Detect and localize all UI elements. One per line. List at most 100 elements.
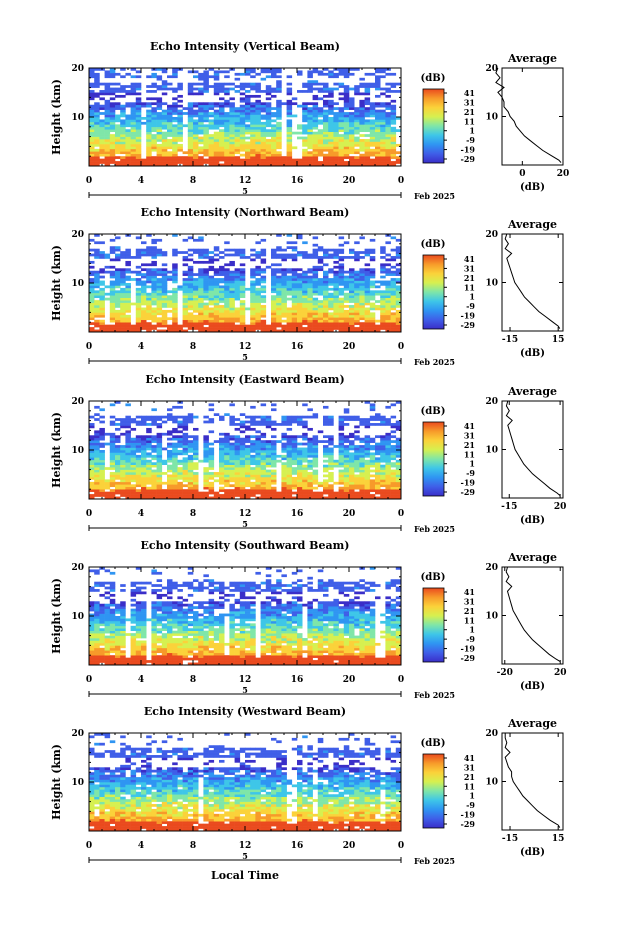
heatmap-cell (365, 482, 371, 485)
heatmap-cell (261, 142, 267, 145)
heatmap-cell (157, 418, 163, 421)
heatmap-cell (240, 320, 246, 323)
heatmap-cell (359, 317, 365, 320)
heatmap-cell (131, 484, 137, 487)
heatmap-cell (188, 312, 194, 315)
heatmap-cell (307, 465, 313, 468)
heatmap-cell (89, 249, 95, 252)
heatmap-cell (89, 285, 95, 288)
heatmap-cell (214, 295, 220, 298)
heatmap-cell (188, 161, 194, 164)
heatmap-cell (224, 112, 230, 115)
heatmap-cell (115, 438, 121, 441)
heatmap-cell (313, 460, 319, 463)
heatmap-cell (188, 115, 194, 118)
heatmap-cell (183, 293, 189, 296)
heatmap-cell (297, 273, 303, 276)
heatmap-cell (292, 327, 298, 330)
heatmap-cell (297, 254, 303, 257)
heatmap-cell (313, 325, 319, 328)
heatmap-cell (235, 124, 241, 127)
heatmap-cell (229, 112, 235, 115)
heatmap-cell (94, 271, 100, 274)
heatmap-cell (370, 457, 376, 460)
heatmap-cell (313, 477, 319, 480)
heatmap-cell (105, 161, 111, 164)
heatmap-cell (99, 489, 105, 492)
heatmap-cell (396, 83, 402, 86)
heatmap-cell (224, 327, 230, 330)
heatmap-cell (151, 142, 157, 145)
heatmap-cell (235, 435, 241, 438)
heatmap-cell (240, 115, 246, 118)
heatmap-cell (328, 489, 334, 492)
heatmap-cell (281, 470, 287, 473)
heatmap-cell (141, 293, 147, 296)
heatmap-cell (240, 426, 246, 429)
heatmap-cell (271, 443, 277, 446)
heatmap-cell (365, 83, 371, 86)
heatmap-cell (328, 100, 334, 103)
heatmap-cell (167, 477, 173, 480)
heatmap-cell (318, 310, 324, 313)
heatmap-cell (354, 450, 360, 453)
heatmap-cell (157, 416, 163, 419)
heatmap-cell (281, 421, 287, 424)
colorbar (423, 255, 444, 329)
heatmap-cell (255, 142, 261, 145)
heatmap-cell (94, 254, 100, 257)
heatmap-cell (224, 472, 230, 475)
heatmap-cell (177, 460, 183, 463)
heatmap-cell (302, 156, 308, 159)
heatmap-cell (151, 90, 157, 93)
heatmap-cell (193, 492, 199, 495)
heatmap-cell (146, 416, 152, 419)
heatmap-cell (323, 124, 329, 127)
heatmap-cell (375, 457, 381, 460)
heatmap-cell (188, 283, 194, 286)
heatmap-cell (328, 124, 334, 127)
heatmap-cell (281, 489, 287, 492)
heatmap-cell (240, 325, 246, 328)
heatmap-cell (359, 110, 365, 113)
heatmap-cell (120, 445, 126, 448)
heatmap-cell (333, 310, 339, 313)
heatmap-cell (131, 448, 137, 451)
heatmap-cell (365, 317, 371, 320)
heatmap-cell (209, 259, 215, 262)
heatmap-cell (162, 317, 168, 320)
heatmap-cell (172, 293, 178, 296)
colorbar-tick-label: -29 (461, 320, 476, 330)
heatmap-cell (349, 151, 355, 154)
heatmap-cell (245, 70, 251, 73)
heatmap-cell (271, 124, 277, 127)
heatmap-cell (287, 475, 293, 478)
heatmap-cell (240, 97, 246, 100)
heatmap-cell (219, 443, 225, 446)
heatmap-cell (151, 295, 157, 298)
heatmap-cell (157, 467, 163, 470)
heatmap-cell (177, 105, 183, 108)
heatmap-cell (219, 460, 225, 463)
heatmap-cell (224, 305, 230, 308)
heatmap-cell (276, 288, 282, 291)
heatmap-cell (188, 320, 194, 323)
heatmap-cell (307, 281, 313, 284)
heatmap-cell (240, 452, 246, 455)
heatmap-cell (339, 322, 345, 325)
heatmap-cell (193, 144, 199, 147)
heatmap-cell (245, 90, 251, 93)
heatmap-cell (136, 100, 142, 103)
heatmap-cell (235, 320, 241, 323)
heatmap-cell (271, 73, 277, 76)
heatmap-cell (354, 312, 360, 315)
heatmap-cell (172, 271, 178, 274)
heatmap-cell (281, 492, 287, 495)
month-label: Feb 2025 (414, 357, 455, 367)
heatmap-cell (255, 132, 261, 135)
heatmap-cell (313, 256, 319, 259)
x-tick-label: 8 (190, 176, 196, 186)
heatmap-cell (370, 124, 376, 127)
heatmap-cell (339, 271, 345, 274)
heatmap-cell (146, 462, 152, 465)
